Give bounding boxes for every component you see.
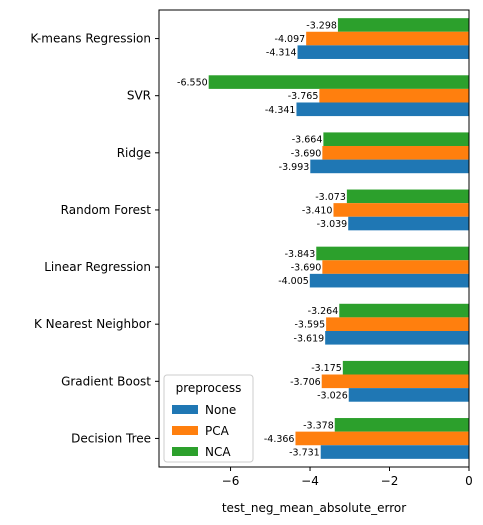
y-axis: K-means Regression SVR Ridge Random Forest L… bbox=[30, 32, 159, 445]
legend-label-nca: NCA bbox=[205, 445, 231, 459]
bar-none bbox=[309, 273, 469, 288]
bars-group bbox=[208, 18, 469, 459]
data-label: -4.005 bbox=[278, 276, 309, 287]
data-label: -3.026 bbox=[317, 390, 348, 401]
legend-swatch-pca bbox=[172, 426, 198, 435]
category-label: Ridge bbox=[117, 146, 151, 160]
legend-title: preprocess bbox=[176, 381, 242, 395]
bar-none bbox=[296, 102, 469, 117]
bar-nca bbox=[334, 418, 469, 432]
bar-nca bbox=[342, 360, 469, 375]
data-label: -3.690 bbox=[291, 263, 322, 274]
data-label: -3.731 bbox=[289, 448, 320, 459]
legend-label-none: None bbox=[205, 403, 236, 417]
x-tick-label: 0 bbox=[465, 474, 473, 488]
x-axis-title: test_neg_mean_absolute_error bbox=[222, 501, 406, 515]
category-label: Linear Regression bbox=[44, 260, 151, 274]
bar-none bbox=[297, 45, 469, 59]
bar-none bbox=[325, 330, 469, 345]
category-label: Decision Tree bbox=[71, 431, 151, 445]
x-tick-label: −2 bbox=[381, 474, 399, 488]
data-label: -3.378 bbox=[303, 420, 334, 431]
bar-pca bbox=[295, 431, 469, 446]
bar-nca bbox=[323, 132, 469, 147]
x-tick-label: −6 bbox=[222, 474, 240, 488]
data-label: -3.619 bbox=[294, 333, 325, 344]
data-label: -3.175 bbox=[311, 363, 342, 374]
legend-box bbox=[163, 374, 254, 463]
bar-nca bbox=[208, 75, 469, 89]
bar-pca bbox=[306, 31, 469, 46]
x-axis: −6 −4 −2 0 bbox=[222, 467, 473, 488]
data-label: -4.366 bbox=[264, 434, 295, 445]
data-label: -3.298 bbox=[306, 20, 337, 31]
bar-none bbox=[348, 216, 469, 231]
data-label: -3.690 bbox=[291, 148, 322, 159]
data-label: -3.410 bbox=[302, 205, 333, 216]
bar-none bbox=[348, 388, 469, 402]
data-label: -4.341 bbox=[265, 105, 296, 116]
bar-nca bbox=[346, 189, 469, 204]
legend-swatch-nca bbox=[172, 447, 198, 456]
bar-pca bbox=[321, 374, 469, 389]
data-label: -3.595 bbox=[294, 320, 325, 331]
data-label: -3.264 bbox=[308, 306, 339, 317]
data-label: -3.765 bbox=[288, 91, 319, 102]
bar-pca bbox=[333, 203, 469, 217]
plot-frame bbox=[158, 9, 470, 468]
data-label: -4.097 bbox=[275, 34, 306, 45]
bar-pca bbox=[326, 317, 469, 331]
bar-nca bbox=[337, 18, 469, 32]
data-label: -6.550 bbox=[177, 78, 208, 89]
bar-pca bbox=[322, 260, 469, 274]
bar-nca bbox=[339, 303, 469, 318]
category-label: K Nearest Neighbor bbox=[34, 317, 151, 331]
data-label: -3.039 bbox=[317, 219, 348, 230]
data-label: -4.314 bbox=[266, 48, 297, 59]
category-label: Random Forest bbox=[61, 203, 152, 217]
data-label: -3.706 bbox=[290, 377, 321, 388]
bar-none bbox=[310, 159, 469, 174]
data-label: -3.664 bbox=[292, 135, 323, 146]
legend-swatch-none bbox=[172, 405, 198, 414]
data-label: -3.073 bbox=[315, 192, 346, 203]
category-label: Gradient Boost bbox=[61, 374, 151, 388]
data-label: -3.843 bbox=[285, 249, 316, 260]
bar-pca bbox=[322, 146, 469, 160]
legend: preprocess None PCA NCA bbox=[163, 374, 254, 463]
x-tick-label: −4 bbox=[301, 474, 319, 488]
data-labels-group: -3.298-4.097 -4.314 -6.550 -3.765 -4.341 -3.6… bbox=[177, 20, 348, 458]
data-label: -3.993 bbox=[279, 162, 310, 173]
legend-label-pca: PCA bbox=[205, 424, 230, 438]
category-label: K-means Regression bbox=[30, 32, 151, 46]
bar-none bbox=[320, 445, 469, 459]
bar-nca bbox=[316, 246, 469, 261]
category-label: SVR bbox=[127, 89, 151, 103]
bar-pca bbox=[319, 88, 469, 103]
